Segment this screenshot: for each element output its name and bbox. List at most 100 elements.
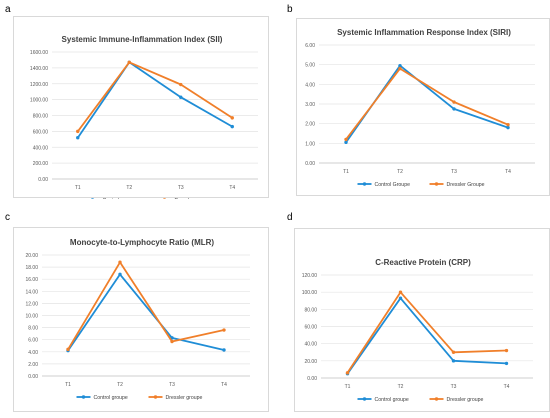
data-point	[66, 347, 70, 352]
series-line-0	[67, 273, 225, 352]
data-point	[506, 122, 510, 127]
panel-label-a: a	[5, 4, 11, 15]
y-tick-label: 1000.00	[30, 98, 48, 104]
chart-c: Monocyte-to-Lymphocyte Ratio (MLR) 0.00 2.…	[25, 238, 250, 401]
legend-entry: Dressler groupe	[175, 198, 212, 199]
x-tick-label: T3	[451, 169, 457, 175]
y-tick-label: 200.00	[33, 161, 49, 167]
panel-label-d: d	[287, 212, 293, 223]
legend: Control groupe Dressler groupe	[85, 198, 212, 204]
y-tick-label: 600.00	[33, 129, 49, 135]
legend-entry: Dressler Groupe	[447, 182, 485, 188]
x-tick-label: T2	[117, 382, 123, 388]
y-tick-label: 6.00	[305, 43, 315, 49]
legend-marker	[362, 182, 367, 186]
data-point	[230, 124, 234, 129]
chart-b: Systemic Inflammation Response Index (SI…	[305, 28, 535, 188]
y-tick-label: 1400.00	[30, 66, 48, 72]
chart-a: Systemic Immune-Inflammation Index (SII)…	[30, 35, 258, 204]
y-tick-label: 40.00	[304, 342, 317, 348]
y-tick-label: 6.00	[28, 338, 38, 344]
data-point	[452, 100, 456, 104]
legend-entry: Control Groupe	[375, 182, 411, 188]
series-line-0	[77, 61, 233, 139]
data-point	[222, 328, 226, 332]
chart-panel-b: Systemic Inflammation Response Index (SI…	[296, 18, 550, 196]
y-tick-label: 0.00	[307, 376, 317, 382]
legend-entry: Control groupe	[94, 395, 128, 401]
data-point	[118, 260, 122, 264]
y-tick-label: 20.00	[25, 253, 38, 259]
y-tick-label: 1.00	[305, 141, 315, 147]
chart-title: Systemic Inflammation Response Index (SI…	[337, 28, 511, 37]
data-point	[345, 371, 350, 375]
data-point	[127, 60, 131, 65]
x-tick-label: T3	[169, 382, 175, 388]
data-point	[504, 361, 509, 366]
y-tick-label: 3.00	[305, 102, 315, 108]
data-point	[398, 290, 403, 294]
data-point	[179, 95, 183, 99]
y-tick-label: 8.00	[28, 326, 38, 332]
x-tick-label: T2	[397, 169, 403, 175]
data-point	[118, 272, 122, 277]
chart-panel-a: Systemic Immune-Inflammation Index (SII)…	[13, 16, 269, 204]
x-tick-label: T3	[451, 384, 457, 390]
chart-panel-c: Monocyte-to-Lymphocyte Ratio (MLR) 0.00 2.…	[13, 227, 269, 412]
data-point	[398, 66, 402, 71]
y-tick-label: 4.00	[305, 82, 315, 88]
legend: Control groupe Dressler groupe	[76, 395, 203, 401]
data-point	[504, 348, 509, 353]
data-point	[230, 116, 234, 120]
y-tick-label: 800.00	[33, 114, 49, 120]
data-point	[451, 359, 456, 363]
y-tick-label: 0.00	[38, 177, 48, 183]
legend-marker	[162, 198, 167, 202]
chart-title: Monocyte-to-Lymphocyte Ratio (MLR)	[70, 238, 214, 247]
x-tick-label: T4	[221, 382, 227, 388]
x-tick-label: T3	[178, 185, 184, 191]
x-tick-label: T4	[229, 185, 235, 191]
data-point	[452, 107, 456, 111]
chart-title: C-Reactive Protein (CRP)	[375, 258, 471, 267]
y-tick-label: 80.00	[304, 307, 317, 313]
y-tick-label: 2.00	[28, 362, 38, 368]
data-point	[506, 125, 510, 130]
legend-marker	[81, 395, 86, 399]
data-point	[451, 350, 456, 354]
x-tick-label: T1	[345, 384, 351, 390]
legend-entry: Control groupe	[103, 198, 137, 199]
legend-marker	[434, 182, 439, 186]
legend-entry: Dressler groupe	[447, 397, 484, 403]
y-tick-label: 4.00	[28, 350, 38, 356]
series-line-1	[67, 261, 225, 350]
y-tick-label: 400.00	[33, 145, 49, 151]
y-tick-label: 2.00	[305, 122, 315, 128]
data-point	[398, 63, 402, 68]
legend-marker	[90, 198, 95, 202]
y-tick-label: 12.00	[25, 301, 38, 307]
legend-entry: Dressler groupe	[166, 395, 203, 401]
y-tick-label: 0.00	[305, 161, 315, 167]
legend: Control groupe Dressler groupe	[357, 397, 484, 403]
y-tick-label: 1200.00	[30, 82, 48, 88]
y-tick-label: 60.00	[304, 325, 317, 331]
data-point	[222, 348, 226, 352]
data-point	[76, 129, 80, 134]
y-tick-label: 0.00	[28, 374, 38, 380]
x-tick-label: T1	[343, 169, 349, 175]
x-tick-label: T2	[398, 384, 404, 390]
series-line-0	[346, 297, 507, 375]
data-point	[76, 136, 80, 140]
panel-label-b: b	[287, 4, 293, 15]
y-tick-label: 14.00	[25, 289, 38, 295]
series-line-1	[346, 291, 507, 374]
series-line-1	[345, 67, 509, 140]
data-point	[170, 339, 174, 344]
legend-marker	[153, 395, 158, 399]
chart-title: Systemic Immune-Inflammation Index (SII)	[62, 35, 223, 44]
data-point	[398, 296, 403, 300]
y-tick-label: 1600.00	[30, 50, 48, 56]
chart-d: C-Reactive Protein (CRP) 0.00 20.00 40.00 60…	[302, 258, 533, 403]
y-tick-label: 5.00	[305, 63, 315, 69]
